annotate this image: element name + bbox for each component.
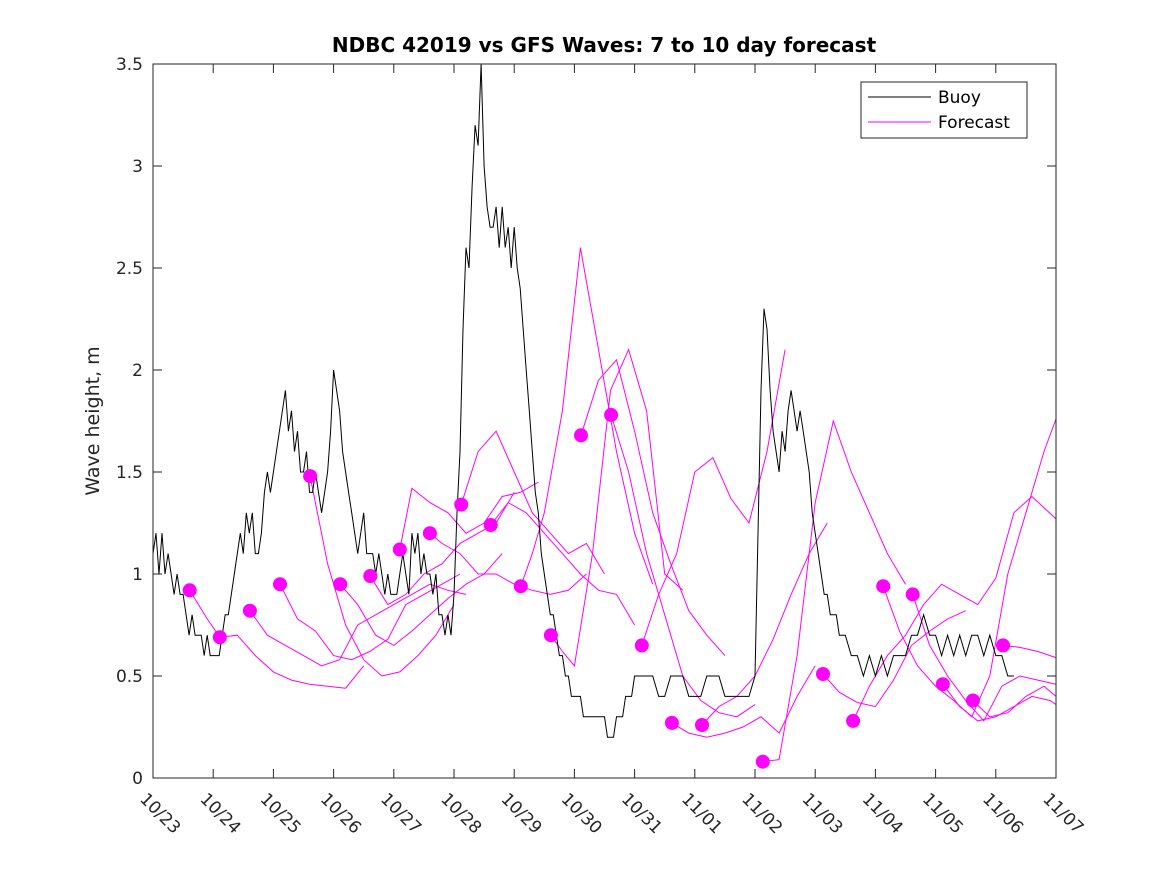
y-tick-label: 1 [132,565,143,585]
y-tick-label: 3 [132,157,143,177]
y-axis: 0 0.5 1 1.5 2 2.5 3 3.5 [116,55,1056,789]
forecast-line-26 [1002,644,1057,659]
forecast-start-dot-16 [634,638,649,653]
forecast-line-9 [429,532,587,595]
forecast-start-dot-12 [513,579,528,594]
forecast-start-dot-23 [905,587,920,602]
forecast-line-18 [701,522,828,726]
legend-label-forecast: Forecast [938,113,1010,133]
forecast-start-dot-20 [816,667,830,681]
buoy-line [152,63,1014,738]
forecast-line-25 [972,685,1057,718]
forecast-line-21 [852,495,1057,722]
forecast-start-dot-11 [483,518,498,532]
axes-box [152,63,1057,779]
forecast-line-6 [339,553,503,647]
forecast-start-dot-9 [422,526,437,541]
legend-box [860,81,1028,139]
y-tick-label: 0.5 [116,667,143,687]
y-axis-label: Wave height, m [82,346,104,495]
forecast-line-20 [822,610,966,708]
y-tick-label: 2.5 [116,259,143,279]
forecast-start-dot-7 [363,569,378,583]
forecast-start-markers [182,407,1010,769]
forecast-line-22 [882,418,1057,718]
legend: Buoy Forecast [860,81,1028,139]
y-tick-label: 2 [132,361,143,381]
forecast-line-12 [520,247,654,587]
forecast-start-dot-8 [392,542,407,557]
forecast-line-4 [279,573,461,661]
forecast-start-dot-5 [303,469,318,484]
forecast-line-19 [762,419,906,763]
forecast-line-11 [490,501,636,626]
forecast-line-24 [942,683,1057,722]
forecast-line-8 [399,481,539,550]
forecast-start-dot-22 [876,579,891,594]
plot-area [153,64,1056,778]
forecast-start-dot-14 [574,428,588,443]
forecast-start-dot-15 [604,407,619,422]
forecast-line-23 [912,594,1057,722]
forecast-start-dot-24 [935,677,950,692]
y-tick-label: 3.5 [116,55,143,75]
forecast-line-2 [219,634,365,689]
legend-label-buoy: Buoy [938,88,981,108]
forecast-start-dot-1 [182,583,197,598]
forecast-start-dot-19 [755,754,770,769]
forecast-start-dot-2 [212,630,227,645]
forecast-line-1 [189,590,221,638]
forecast-start-dot-17 [664,715,679,730]
chart-title: NDBC 42019 vs GFS Waves: 7 to 10 day for… [332,33,877,57]
forecast-start-dot-6 [333,577,348,592]
forecast-start-dot-18 [695,718,709,732]
forecast-start-dot-10 [454,497,469,512]
forecast-start-dot-13 [543,628,558,643]
forecast-start-dot-4 [273,577,287,592]
forecast-start-dot-21 [846,713,861,728]
forecast-start-dot-25 [965,693,980,708]
y-tick-label: 1.5 [116,463,143,483]
y-tick-label: 0 [132,769,143,789]
forecast-line-16 [641,349,786,646]
forecast-start-dot-3 [242,603,257,618]
forecast-line-17 [671,665,816,738]
buoy-series [152,63,1014,738]
forecast-line-3 [249,583,467,667]
forecast-start-dot-26 [996,638,1010,653]
forecast-line-14 [580,358,726,656]
forecast-line-13 [550,348,684,667]
forecast-line-10 [460,430,605,575]
